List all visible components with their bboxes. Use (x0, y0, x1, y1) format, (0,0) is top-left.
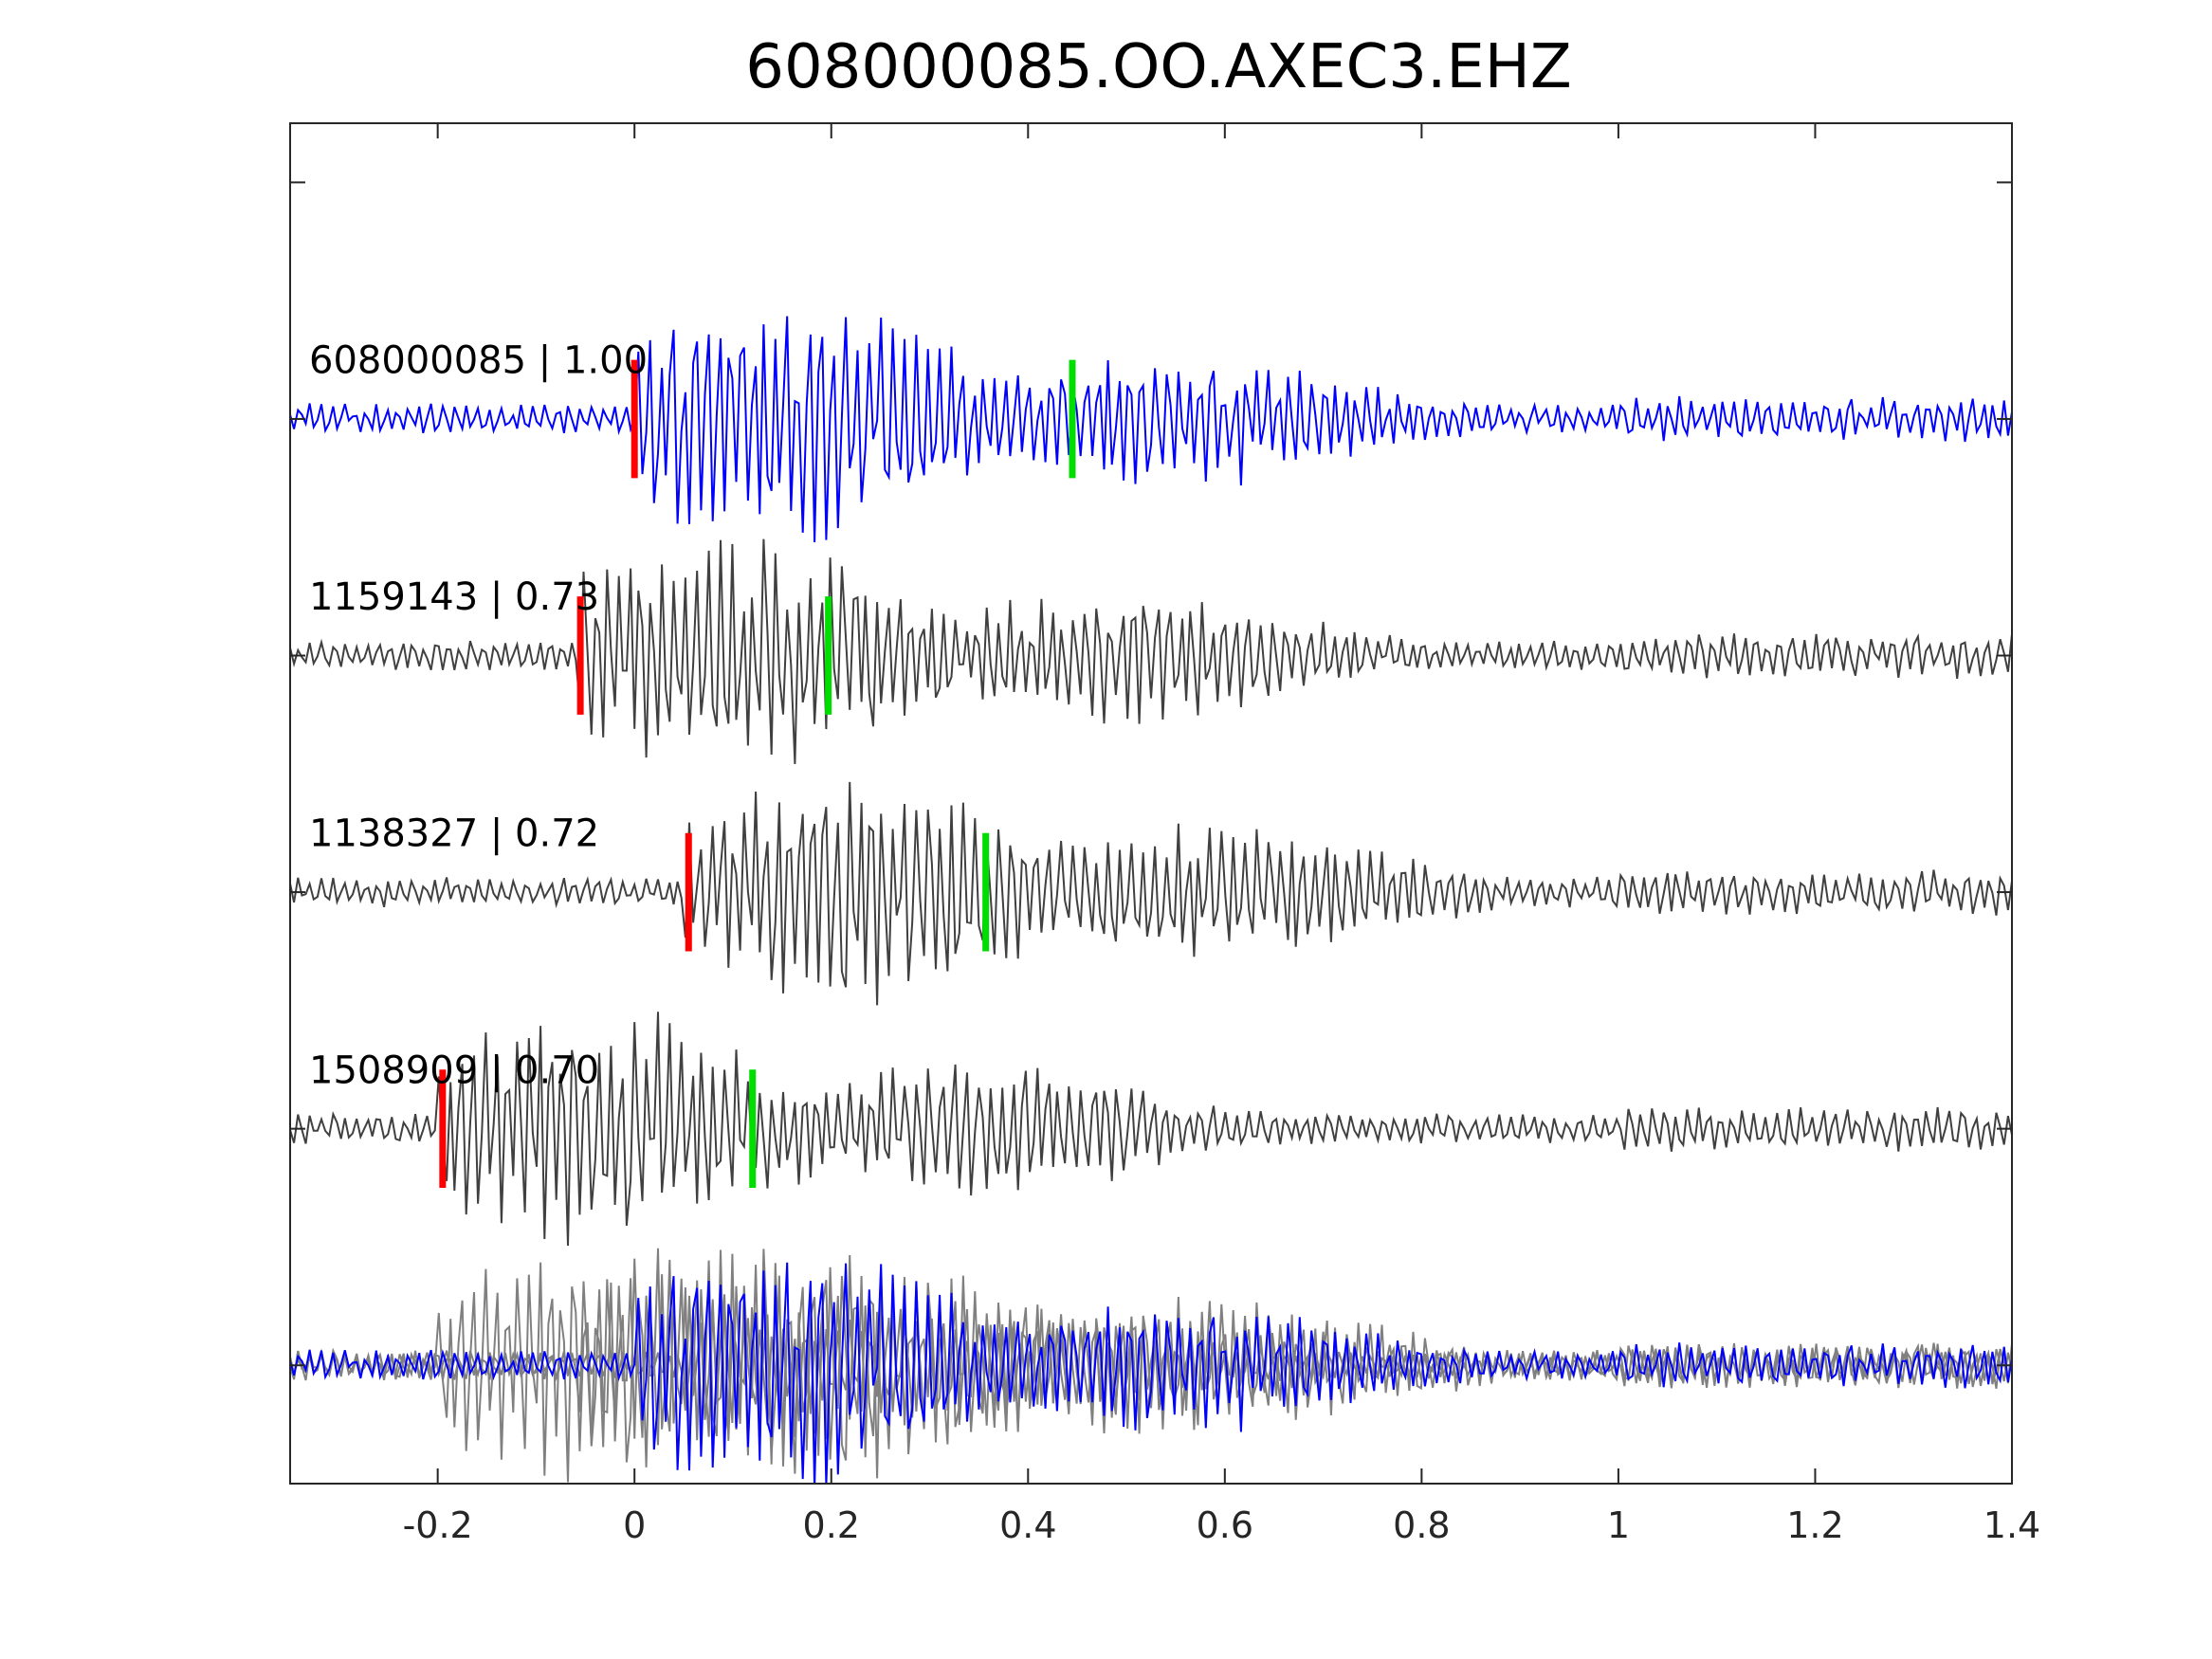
axis-ticks: -0.2 0 0.2 0.4 0.6 0.8 1 1.2 1.4 (290, 123, 2040, 1546)
trace-label: 1138327 | 0.72 (309, 812, 599, 856)
x-tick-label: -0.2 (403, 1504, 473, 1546)
x-tick-label: 0 (623, 1504, 646, 1546)
trace-line-0 (290, 316, 2012, 543)
trace-line-3 (290, 1012, 2012, 1247)
traces-layer (290, 316, 2012, 1484)
x-tick-label: 1.2 (1786, 1504, 1843, 1546)
x-tick-label: 0.8 (1393, 1504, 1450, 1546)
chart-title: 608000085.OO.AXEC3.EHZ (745, 32, 1572, 102)
x-tick-label: 0.2 (803, 1504, 860, 1546)
trace-label: 608000085 | 1.00 (309, 339, 648, 383)
trace-label: 1159143 | 0.73 (309, 575, 599, 619)
axes-box (289, 122, 2013, 1485)
trace-label: 1508909 | 0.70 (309, 1048, 599, 1092)
overlay-template-trace (290, 1262, 2012, 1484)
x-tick-label: 1.4 (1983, 1504, 2040, 1546)
x-tick-label: 0.6 (1197, 1504, 1253, 1546)
trace-labels: 608000085 | 1.00 1159143 | 0.73 1138327 | … (309, 339, 648, 1093)
x-tick-label: 1 (1607, 1504, 1630, 1546)
overlay-match-trace (290, 1248, 2012, 1483)
x-tick-label: 0.4 (999, 1504, 1056, 1546)
trace-line-2 (290, 781, 2012, 1006)
picks-layer (439, 359, 1076, 1189)
